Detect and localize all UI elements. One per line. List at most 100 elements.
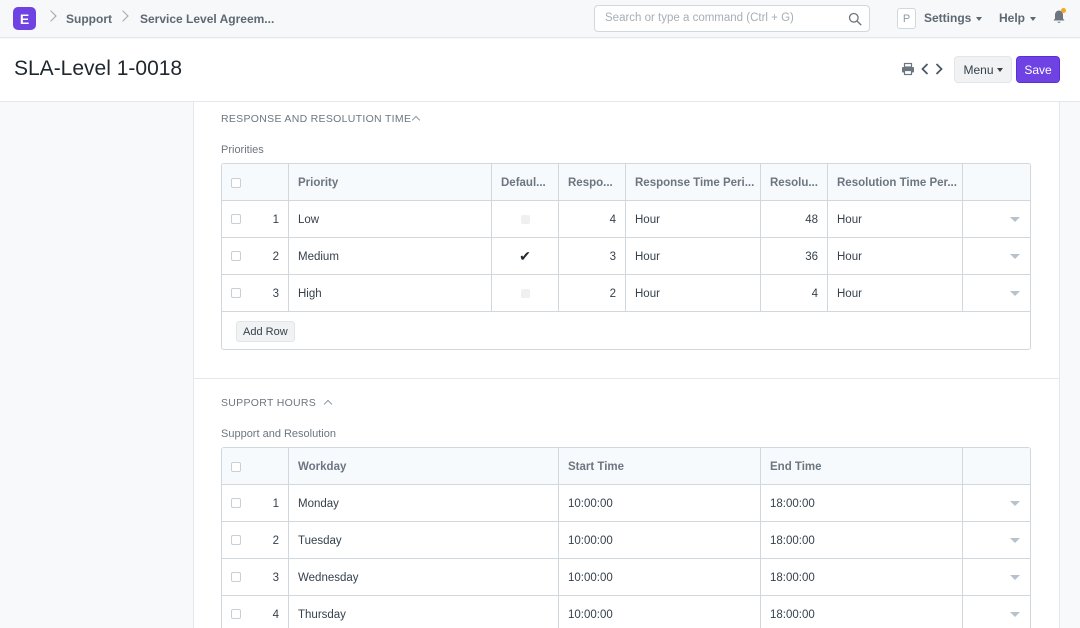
cell-resolution-time[interactable]: 48: [761, 201, 828, 238]
section-title-support-hours[interactable]: SUPPORT HOURS: [221, 397, 317, 409]
cell-resolution-period[interactable]: Hour: [828, 275, 963, 312]
search-bar[interactable]: [594, 5, 870, 32]
cell-resolution-period[interactable]: Hour: [828, 201, 963, 238]
breadcrumb-chevron-icon: [117, 10, 129, 22]
table-row[interactable]: 3 High 2 Hour 4 Hour: [222, 275, 1030, 312]
table-row[interactable]: 1 Low 4 Hour 48 Hour: [222, 201, 1030, 238]
column-header-resolution-time[interactable]: Resolu...: [761, 164, 828, 201]
table-row[interactable]: 2 Medium ✔ 3 Hour 36 Hour: [222, 238, 1030, 275]
user-avatar[interactable]: P: [897, 8, 916, 29]
unchecked-indicator: [520, 289, 530, 298]
grid-footer: Add Row: [222, 312, 1030, 349]
row-dropdown-icon[interactable]: [1010, 575, 1020, 580]
row-dropdown-icon[interactable]: [1010, 217, 1020, 222]
row-index: 4: [272, 608, 279, 621]
cell-default[interactable]: [492, 201, 559, 238]
bell-icon[interactable]: [1052, 9, 1066, 25]
caret-down-icon: [1030, 16, 1037, 21]
settings-label: Settings: [924, 11, 972, 25]
cell-response-period[interactable]: Hour: [626, 238, 761, 275]
cell-priority[interactable]: Medium: [289, 238, 492, 275]
column-header-priority[interactable]: Priority: [289, 164, 492, 201]
cell-start-time[interactable]: 10:00:00: [559, 522, 761, 559]
column-header-default[interactable]: Defaul...: [492, 164, 559, 201]
menu-button[interactable]: Menu: [954, 56, 1012, 83]
select-all-checkbox[interactable]: [231, 177, 241, 188]
column-header-response-time[interactable]: Respo...: [559, 164, 626, 201]
row-checkbox[interactable]: [231, 288, 241, 298]
table-row[interactable]: 4 Thursday 10:00:00 18:00:00: [222, 596, 1030, 628]
save-button[interactable]: Save: [1016, 56, 1060, 83]
caret-down-icon: [976, 16, 983, 21]
row-checkbox[interactable]: [231, 251, 241, 261]
help-dropdown[interactable]: Help: [999, 11, 1037, 25]
search-input[interactable]: [605, 12, 840, 24]
table-row[interactable]: 2 Tuesday 10:00:00 18:00:00: [222, 522, 1030, 559]
add-row-button[interactable]: Add Row: [236, 321, 295, 342]
cell-resolution-period[interactable]: Hour: [828, 238, 963, 275]
breadcrumb-service-level-agreement[interactable]: Service Level Agreem...: [140, 12, 275, 26]
cell-start-time[interactable]: 10:00:00: [559, 485, 761, 522]
previous-record-icon[interactable]: [920, 62, 930, 76]
cell-default[interactable]: ✔: [492, 238, 559, 275]
cell-default[interactable]: [492, 275, 559, 312]
row-dropdown-icon[interactable]: [1010, 501, 1020, 506]
section-title-response-resolution[interactable]: RESPONSE AND RESOLUTION TIME: [221, 113, 412, 125]
cell-response-time[interactable]: 2: [559, 275, 626, 312]
cell-response-time[interactable]: 4: [559, 201, 626, 238]
row-dropdown-icon[interactable]: [1010, 254, 1020, 259]
row-dropdown-icon[interactable]: [1010, 291, 1020, 296]
cell-response-period[interactable]: Hour: [626, 201, 761, 238]
table-row[interactable]: 3 Wednesday 10:00:00 18:00:00: [222, 559, 1030, 596]
row-checkbox[interactable]: [231, 214, 241, 224]
cell-resolution-time[interactable]: 4: [761, 275, 828, 312]
column-header-start-time[interactable]: Start Time: [559, 448, 761, 485]
settings-dropdown[interactable]: Settings: [924, 11, 983, 25]
breadcrumb-support[interactable]: Support: [66, 12, 112, 26]
cell-end-time[interactable]: 18:00:00: [761, 559, 963, 596]
cell-workday[interactable]: Tuesday: [289, 522, 559, 559]
row-index: 3: [272, 571, 279, 584]
search-icon[interactable]: [848, 12, 862, 26]
row-index: 1: [272, 213, 279, 226]
cell-response-time[interactable]: 3: [559, 238, 626, 275]
field-label-priorities: Priorities: [221, 144, 264, 156]
page-head: SLA-Level 1-0018 Menu Save: [0, 39, 1080, 102]
cell-response-period[interactable]: Hour: [626, 275, 761, 312]
column-header-workday[interactable]: Workday: [289, 448, 559, 485]
column-header-resolution-period[interactable]: Resolution Time Per...: [828, 164, 963, 201]
cell-priority[interactable]: High: [289, 275, 492, 312]
cell-end-time[interactable]: 18:00:00: [761, 485, 963, 522]
cell-priority[interactable]: Low: [289, 201, 492, 238]
cell-workday[interactable]: Monday: [289, 485, 559, 522]
column-header-end-time[interactable]: End Time: [761, 448, 963, 485]
app-logo[interactable]: E: [13, 7, 36, 30]
row-checkbox[interactable]: [231, 535, 241, 545]
breadcrumb-chevron-icon: [45, 10, 57, 22]
row-checkbox[interactable]: [231, 498, 241, 508]
row-index: 2: [272, 250, 279, 263]
cell-end-time[interactable]: 18:00:00: [761, 596, 963, 628]
row-checkbox[interactable]: [231, 572, 241, 582]
print-icon[interactable]: [901, 62, 915, 76]
column-header-response-period[interactable]: Response Time Peri...: [626, 164, 761, 201]
row-dropdown-icon[interactable]: [1010, 538, 1020, 543]
cell-resolution-time[interactable]: 36: [761, 238, 828, 275]
form-card: RESPONSE AND RESOLUTION TIME Priorities …: [193, 102, 1060, 628]
select-all-checkbox[interactable]: [231, 461, 241, 472]
row-dropdown-icon[interactable]: [1010, 612, 1020, 617]
page-title: SLA-Level 1-0018: [14, 57, 183, 80]
next-record-icon[interactable]: [934, 62, 944, 76]
cell-workday[interactable]: Wednesday: [289, 559, 559, 596]
table-row[interactable]: 1 Monday 10:00:00 18:00:00: [222, 485, 1030, 522]
caret-down-icon: [996, 68, 1003, 72]
cell-start-time[interactable]: 10:00:00: [559, 559, 761, 596]
field-label-support-and-resolution: Support and Resolution: [221, 428, 336, 440]
cell-start-time[interactable]: 10:00:00: [559, 596, 761, 628]
collapse-chevron-icon[interactable]: [411, 115, 421, 125]
cell-end-time[interactable]: 18:00:00: [761, 522, 963, 559]
collapse-chevron-icon[interactable]: [323, 399, 333, 409]
row-checkbox[interactable]: [231, 609, 241, 619]
table-header: Priority Defaul... Respo... Response Tim…: [222, 164, 1030, 201]
cell-workday[interactable]: Thursday: [289, 596, 559, 628]
